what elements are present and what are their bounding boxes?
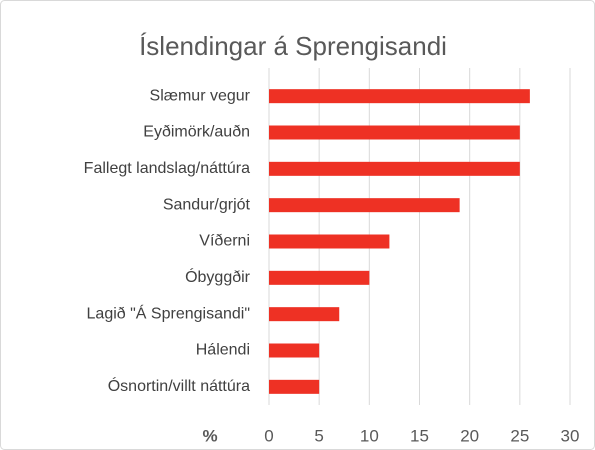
x-tick-label: 30 — [561, 426, 580, 445]
x-tick-label: 20 — [460, 426, 479, 445]
y-tick-label: Hálendi — [196, 342, 250, 359]
bar — [269, 161, 520, 176]
y-tick-label: Víðerni — [199, 233, 250, 250]
x-axis-label: % — [202, 426, 217, 445]
bar — [269, 270, 370, 285]
y-tick-label: Ósnortin/villt náttúra — [108, 376, 250, 395]
y-tick-label: Lagið "Á Sprengisandi" — [87, 303, 250, 322]
chart-title: Íslendingar á Sprengisandi — [139, 31, 447, 61]
y-tick-label: Eyðimörk/auðn — [143, 124, 250, 141]
bar — [269, 125, 520, 140]
bar — [269, 343, 320, 358]
x-tick-label: 25 — [510, 426, 529, 445]
bar — [269, 234, 390, 249]
x-tick-label: 15 — [410, 426, 429, 445]
bar — [269, 198, 460, 213]
bar — [269, 307, 340, 322]
bar — [269, 89, 530, 104]
x-tick-label: 0 — [264, 426, 273, 445]
x-tick-label: 10 — [360, 426, 379, 445]
x-tick-label: 5 — [314, 426, 323, 445]
y-tick-label: Sandur/grjót — [163, 196, 251, 213]
y-tick-label: Slæmur vegur — [150, 87, 251, 104]
bar — [269, 379, 320, 394]
y-tick-label: Óbyggðir — [185, 267, 251, 286]
y-tick-label: Fallegt landslag/náttúra — [84, 160, 250, 177]
